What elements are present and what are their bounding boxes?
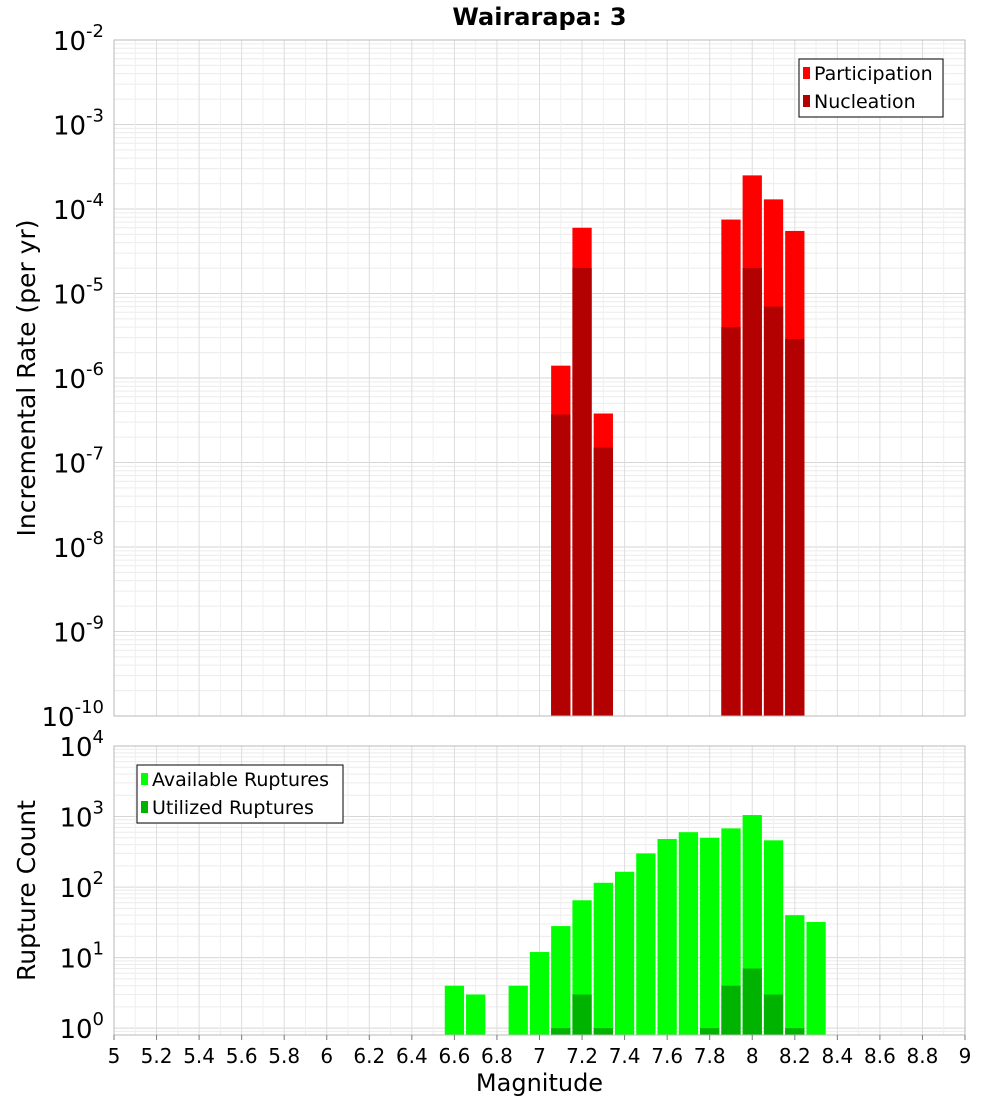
y-tick-label: 103 [59,798,104,834]
bar-available-ruptures [657,839,677,1035]
x-tick-label: 5 [108,1044,121,1068]
bar-available-ruptures [785,915,805,1035]
legend-label: Participation [814,63,933,85]
bar-utilized-ruptures [721,985,741,1035]
x-tick-label: 7.8 [694,1044,726,1068]
bar-available-ruptures [806,921,826,1035]
x-tick-label: 8.8 [907,1044,939,1068]
y-tick-label: 10-2 [53,21,104,57]
legend-swatch [141,773,148,785]
x-tick-label: 8.4 [821,1044,853,1068]
chart-panel-1: 10-10 10-9 10-8 10-7 10-6 10-5 10-4 10-3 10-2 Wai… [12,3,966,733]
bar-nucleation [551,414,571,716]
y-tick-label: 10-10 [42,697,105,733]
bar-nucleation [785,338,805,716]
legend-label: Available Ruptures [152,769,329,791]
x-tick-label: 8.2 [779,1044,811,1068]
bar-utilized-ruptures [785,1028,805,1035]
legend-box [798,58,944,118]
x-tick-label: 9 [959,1044,972,1068]
y-tick-label: 10-6 [53,359,104,395]
x-tick-label: 8 [746,1044,759,1068]
x-tick-label: 6.6 [438,1044,470,1068]
bar-available-ruptures [466,994,486,1035]
bar-nucleation [572,268,592,716]
bar-nucleation [593,447,613,716]
y-tick-label: 101 [59,939,104,975]
bar-nucleation [742,268,762,716]
x-tick-label: 6.2 [353,1044,385,1068]
bar-utilized-ruptures [551,1028,571,1035]
bar-available-ruptures [529,952,550,1035]
x-tick-label: 5.4 [183,1044,215,1068]
bar-available-ruptures [763,840,784,1035]
x-tick-label: 5.8 [268,1044,300,1068]
x-tick-label: 6.4 [396,1044,428,1068]
bar-available-ruptures [444,985,465,1035]
bar-utilized-ruptures [763,994,784,1035]
bar-available-ruptures [593,882,613,1035]
y-tick-label: 10-5 [53,275,104,311]
x-tick-label: 7.4 [609,1044,641,1068]
x-tick-label: 8.6 [864,1044,896,1068]
legend-swatch [803,95,810,107]
bar-available-ruptures [614,871,635,1035]
x-tick-label: 6.8 [481,1044,513,1068]
chart-title: Wairarapa: 3 [452,3,626,31]
y-tick-label: 10-9 [53,613,104,649]
legend-label: Nucleation [814,91,916,113]
y-axis-label: Rupture Count [12,800,41,981]
legend-swatch [141,801,148,813]
bar-available-ruptures [721,828,741,1035]
legend-swatch [803,67,810,79]
bar-nucleation [721,327,741,716]
y-tick-label: 100 [59,1009,104,1045]
x-tick-label: 7.2 [566,1044,598,1068]
y-axis-label: Incremental Rate (per yr) [12,220,41,537]
y-tick-label: 104 [59,727,104,763]
bar-utilized-ruptures [572,994,592,1035]
x-tick-label: 5.2 [141,1044,173,1068]
bar-available-ruptures [636,853,656,1035]
legend: Available Ruptures Utilized Ruptures [136,764,344,824]
bar-available-ruptures [551,926,571,1035]
bar-available-ruptures [678,832,699,1035]
y-tick-label: 102 [59,868,104,904]
y-tick-label: 10-3 [53,106,104,142]
x-axis-label: Magnitude [476,1069,603,1097]
legend-label: Utilized Ruptures [152,797,314,819]
x-tick-label: 7 [533,1044,546,1068]
bar-utilized-ruptures [700,1028,720,1035]
bar-available-ruptures [700,837,720,1035]
x-tick-label: 5.6 [226,1044,258,1068]
bar-nucleation [763,306,784,716]
plot-frame [113,39,966,717]
y-tick-label: 10-7 [53,444,104,480]
y-tick-label: 10-4 [53,190,104,226]
chart-panel-2: 100 101 102 103 104 5 5.2 5.4 5.6 5.8 6 6.2 6.4 6.6 6.… [12,727,971,1097]
legend: Participation Nucleation [798,58,944,118]
y-tick-label: 10-8 [53,528,104,564]
legend-box [136,764,344,824]
bar-available-ruptures [508,985,528,1035]
bar-utilized-ruptures [593,1028,613,1035]
x-tick-label: 6 [320,1044,333,1068]
x-tick-label: 7.6 [651,1044,683,1068]
bar-utilized-ruptures [742,968,762,1035]
